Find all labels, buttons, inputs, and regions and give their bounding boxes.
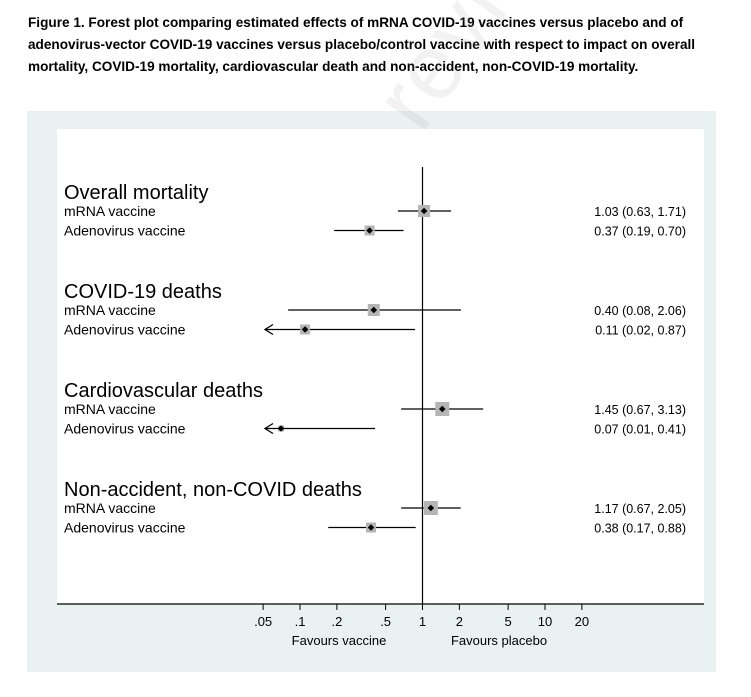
- x-tick-label: 2: [456, 614, 463, 629]
- point-estimate: [366, 227, 373, 234]
- row-estimate-text: 1.03 (0.63, 1.71): [594, 205, 686, 219]
- group-title: Overall mortality: [64, 182, 208, 204]
- group-title: COVID-19 deaths: [64, 281, 222, 303]
- ci-arrow: [263, 323, 274, 336]
- x-tick-label: 1: [419, 614, 426, 629]
- row-estimate-text: 0.37 (0.19, 0.70): [594, 225, 686, 239]
- row-label: Adenovirus vaccine: [64, 223, 186, 239]
- point-estimate: [277, 425, 285, 432]
- x-tick-label: 10: [538, 614, 552, 629]
- row-estimate-text: 1.17 (0.67, 2.05): [594, 502, 686, 516]
- x-tick-label: .1: [295, 614, 306, 629]
- point-estimate: [370, 306, 378, 314]
- row-label: Adenovirus vaccine: [64, 421, 186, 437]
- x-tick-label: 5: [505, 614, 512, 629]
- row-label: Adenovirus vaccine: [64, 322, 186, 338]
- row-estimate-text: 0.40 (0.08, 2.06): [594, 304, 686, 318]
- x-tick-label: 20: [575, 614, 589, 629]
- figure-caption: Figure 1. Forest plot comparing estimate…: [28, 15, 696, 74]
- x-label-favours-vaccine: Favours vaccine: [292, 633, 387, 648]
- x-tick-label: .5: [380, 614, 391, 629]
- plot-area: [57, 129, 704, 604]
- point-estimate: [438, 405, 446, 413]
- group-title: Cardiovascular deaths: [64, 380, 263, 402]
- row-label: mRNA vaccine: [64, 500, 156, 516]
- row-label: Adenovirus vaccine: [64, 520, 186, 536]
- row-estimate-text: 0.11 (0.02, 0.87): [595, 324, 686, 338]
- x-tick-label: .2: [331, 614, 342, 629]
- row-label: mRNA vaccine: [64, 302, 156, 318]
- x-label-favours-placebo: Favours placebo: [451, 633, 547, 648]
- row-estimate-text: 0.07 (0.01, 0.41): [594, 423, 686, 437]
- x-tick-label: .05: [254, 614, 272, 629]
- row-label: mRNA vaccine: [64, 203, 156, 219]
- point-estimate: [301, 326, 309, 333]
- group-title: Non-accident, non-COVID deaths: [64, 479, 362, 501]
- row-label: mRNA vaccine: [64, 401, 156, 417]
- point-estimate: [367, 524, 375, 531]
- row-estimate-text: 1.45 (0.67, 3.13): [594, 403, 686, 417]
- row-estimate-text: 0.38 (0.17, 0.88): [594, 522, 686, 536]
- point-estimate: [427, 504, 435, 512]
- point-estimate: [420, 207, 428, 215]
- ci-arrow: [263, 422, 274, 435]
